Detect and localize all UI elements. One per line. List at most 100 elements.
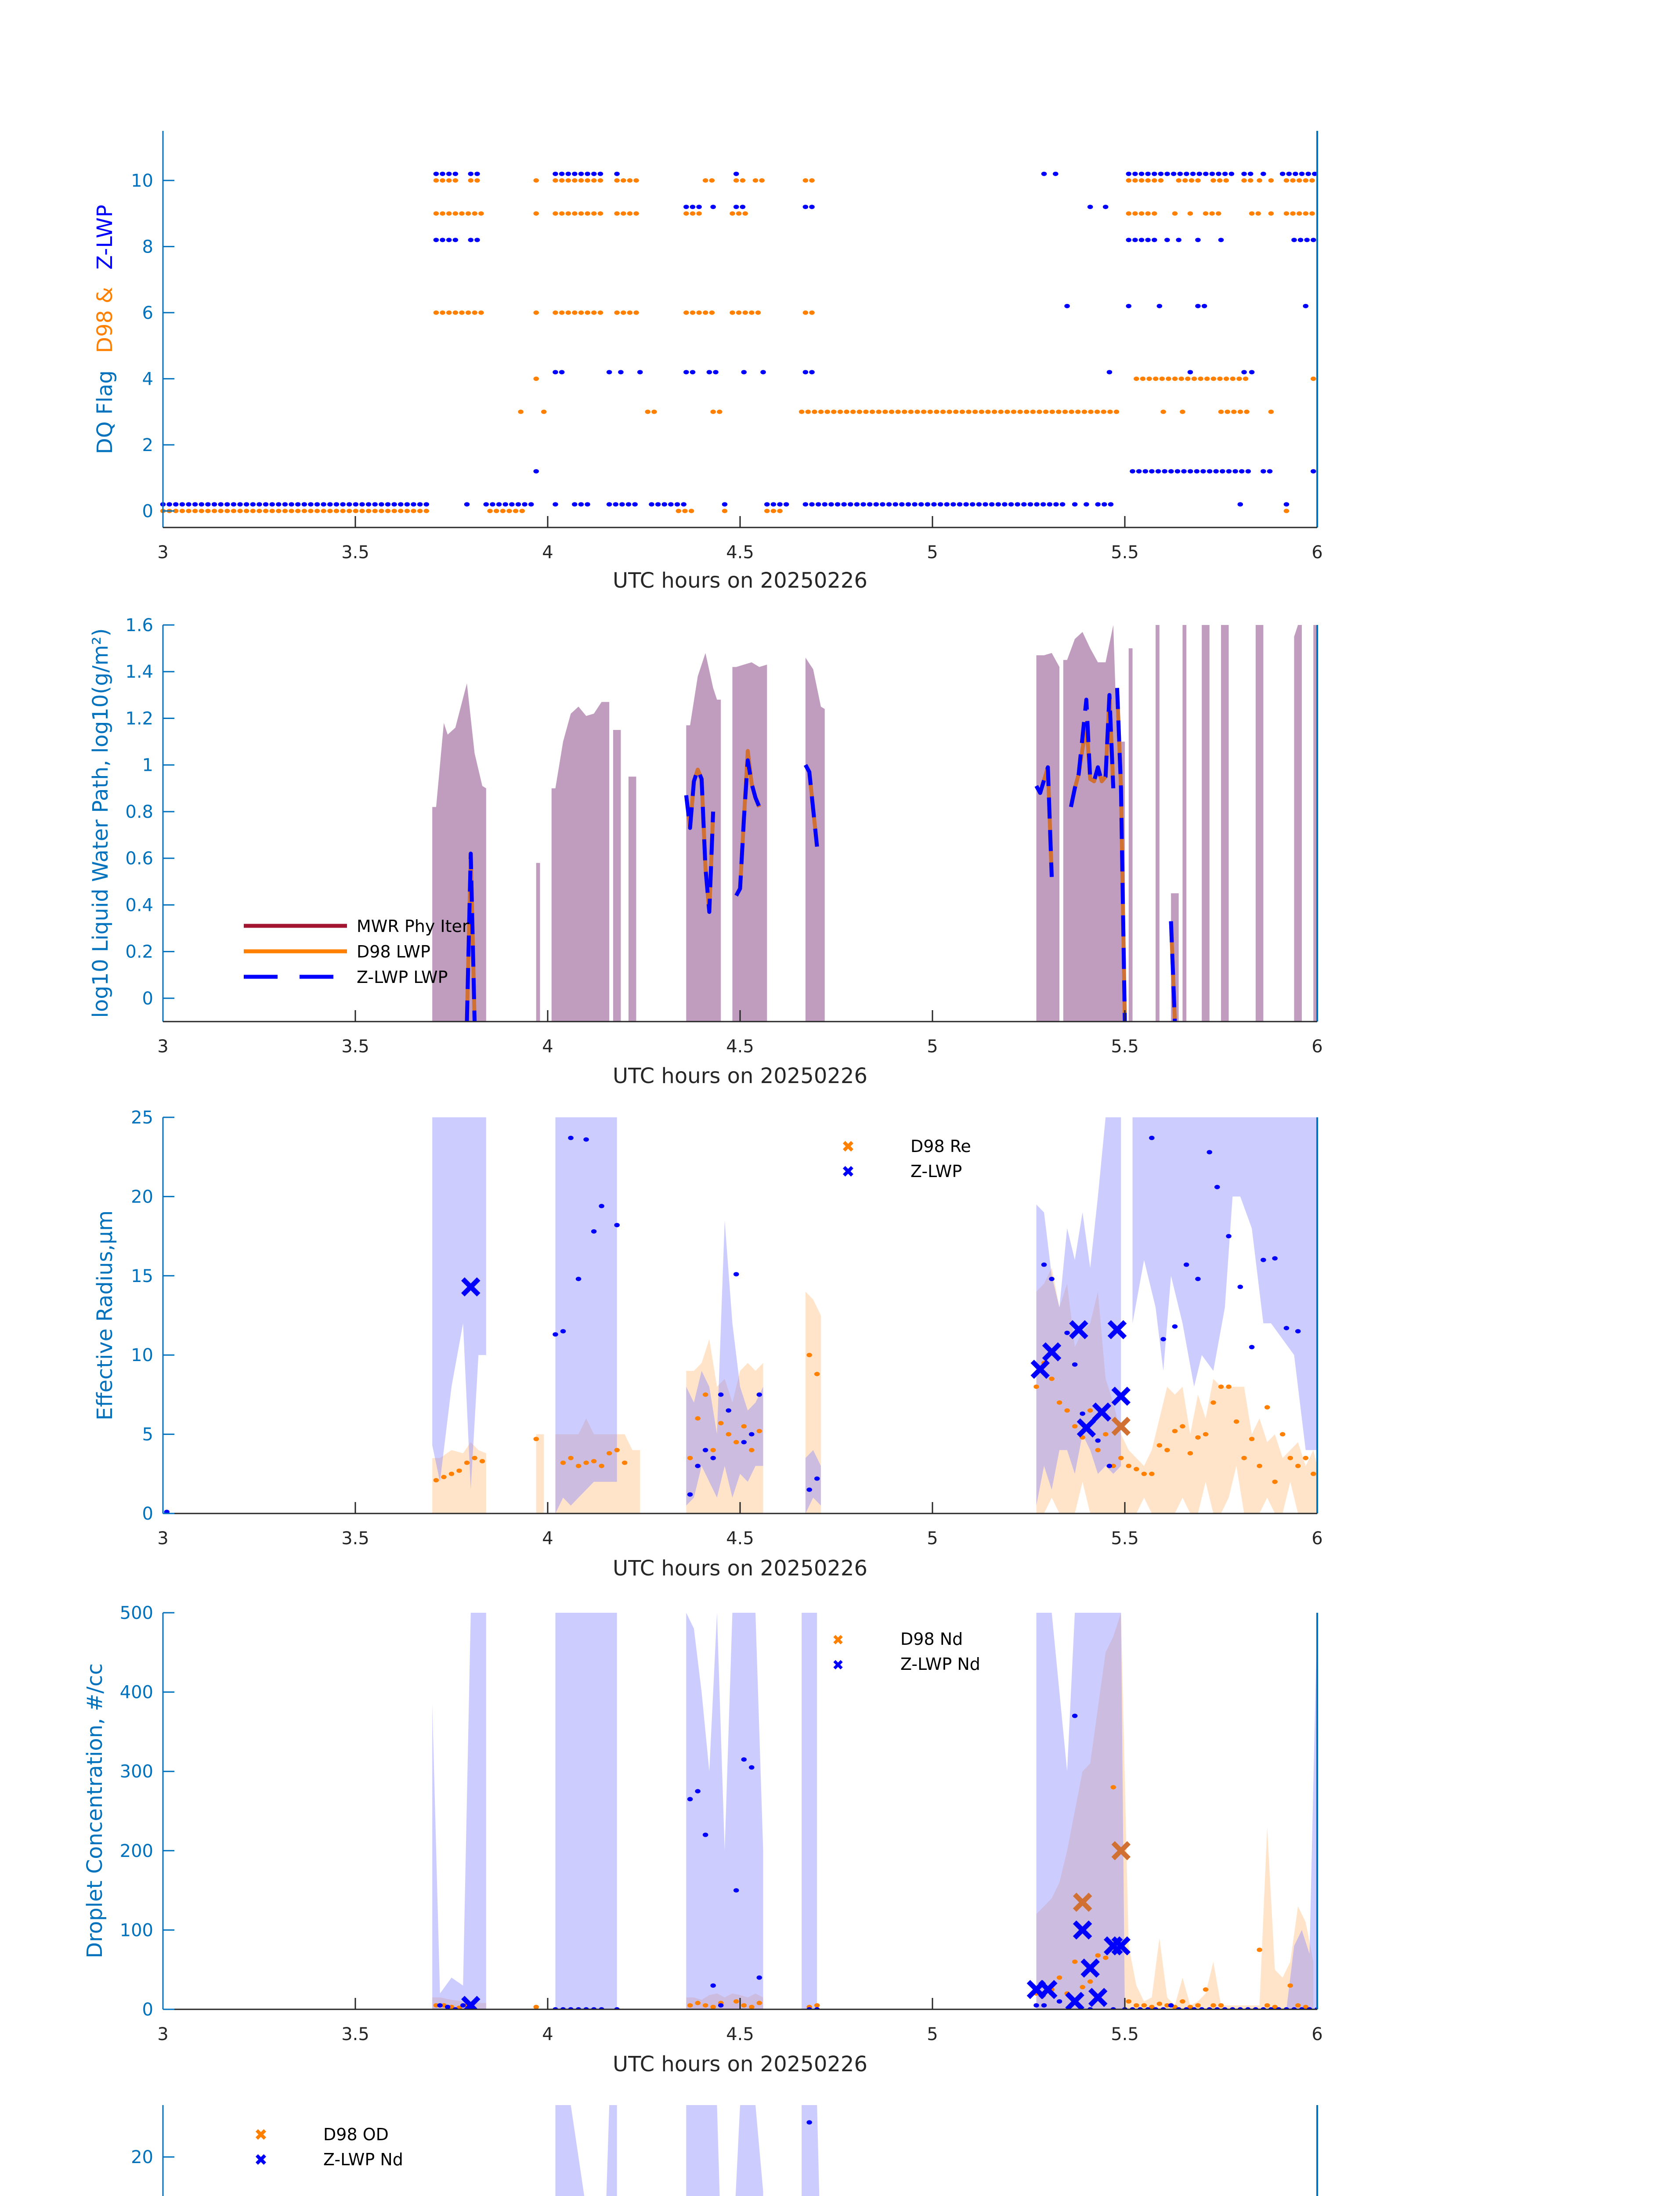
zlwp-flag-point (696, 205, 702, 209)
d98-flag-point (1296, 178, 1302, 183)
zlwp-point (1072, 1713, 1078, 1718)
zlwp-flag-point (1241, 370, 1247, 375)
d98-flag-point (863, 409, 869, 414)
d98-flag-point (914, 409, 920, 414)
x-tick-label: 6 (1311, 1528, 1322, 1549)
d98-flag-point (940, 409, 946, 414)
y-tick-label: 300 (120, 1762, 153, 1782)
points (164, 1135, 1316, 1513)
d98-point (756, 1429, 762, 1434)
zlwp-flag-point (809, 502, 815, 507)
d98-flag-point (1158, 178, 1164, 183)
d98-flag-point (1152, 178, 1157, 183)
d98-flag-point (301, 509, 307, 513)
zlwp-flag-point (490, 502, 495, 507)
legend-label-mwr: MWR Phy Iter (357, 917, 469, 936)
d98-point (702, 1392, 708, 1397)
y-tick-label: 1 (142, 755, 153, 776)
zlwp-flag-point (1177, 171, 1183, 176)
zlwp-cross-marker (1042, 1342, 1062, 1362)
y-tick-label: 400 (120, 1683, 153, 1703)
zlwp-flag-point (841, 502, 847, 507)
d98-flag-point (1204, 376, 1210, 381)
d98-flag-point (1309, 178, 1315, 183)
d98-point (1195, 2003, 1201, 2008)
d98-point (1180, 1424, 1185, 1429)
x-tick-label: 4 (542, 542, 553, 563)
d98-point (1033, 1384, 1039, 1389)
y-tick-label: 20 (131, 1187, 153, 1207)
zlwp-flag-point (346, 502, 352, 507)
d98-flag-point (770, 509, 777, 513)
zlwp-flag-point (1164, 238, 1170, 242)
zlwp-flag-point (1249, 370, 1255, 375)
d98-flag-point (565, 211, 571, 216)
d98-flag-point (295, 509, 301, 513)
zlwp-point (741, 1757, 747, 1762)
mwr-uncertainty-band (536, 863, 540, 1022)
d98-flag-point (1049, 409, 1055, 414)
d98-flag-point (1237, 409, 1243, 414)
y-tick-label: 8 (142, 237, 153, 257)
zlwp-flag-point (860, 502, 866, 507)
zlwp-flag-point (1053, 171, 1059, 176)
d98-flag-point (578, 178, 584, 183)
zlwp-point (741, 1440, 747, 1445)
zlwp-flag-point (1155, 469, 1161, 474)
d98-flag-point (465, 211, 471, 216)
d98-flag-point (696, 310, 702, 315)
d98-point (741, 2003, 747, 2008)
zlwp-flag-point (1087, 205, 1093, 209)
bands (432, 1613, 1317, 2009)
d98-uncertainty-band (805, 1291, 821, 1513)
d98-flag-point (621, 211, 626, 216)
zlwp-flag-point (1142, 469, 1149, 474)
axes: 0 5 10 15 20 25 3 3.5 4 4.5 5 5.5 6 (131, 1108, 1323, 1549)
zlwp-flag-point (873, 502, 879, 507)
d98-flag-point (173, 509, 179, 513)
zlwp-flag-point (1176, 238, 1181, 242)
zlwp-flag-point (1059, 502, 1066, 507)
d98-point (614, 1448, 620, 1452)
zlwp-flag-point (741, 370, 747, 375)
d98-point (1110, 1463, 1116, 1468)
d98-flag-point (1210, 178, 1216, 183)
d98-flag-point (1231, 409, 1237, 414)
panel-lwp: 0 0.2 0.4 0.6 0.8 1 1.2 1.4 1.6 3 3.5 4 4.5 5 5.5 6 log… (88, 615, 1323, 1088)
d98-point (1226, 1384, 1232, 1389)
zlwp-flag-point (683, 370, 689, 375)
d98-point (464, 1460, 470, 1465)
zlwp-flag-point (282, 502, 288, 507)
zlwp-flag-point (533, 469, 539, 474)
d98-flag-point (365, 509, 372, 513)
zlwp-flag-point (559, 370, 565, 375)
d98-point (1134, 1466, 1139, 1471)
y-tick-label: 100 (120, 1920, 153, 1940)
zlwp-flag-point (1203, 171, 1209, 176)
zlwp-lwp-line (1115, 688, 1127, 1022)
x-tick-label: 3.5 (341, 542, 369, 563)
zlwp-flag-point (411, 502, 416, 507)
d98-point (733, 1440, 739, 1445)
x-tick-label: 5 (927, 542, 938, 563)
d98-flag-point (1283, 211, 1290, 216)
d98-flag-point (1303, 178, 1309, 183)
d98-flag-point (1268, 178, 1274, 183)
d98-flag-point (809, 178, 815, 183)
y-tick-label: 0 (142, 989, 153, 1009)
d98-flag-point (533, 310, 539, 315)
d98-flag-point (1069, 409, 1074, 414)
zlwp-flag-point (613, 502, 619, 507)
d98-flag-point (755, 310, 761, 315)
zlwp-flag-point (970, 502, 975, 507)
zlwp-point (806, 1487, 812, 1492)
zlwp-flag-point (565, 171, 571, 176)
x-tick-label: 3 (157, 1037, 168, 1057)
mwr-uncertainty-band (1182, 625, 1187, 1022)
d98-flag-point (1107, 409, 1113, 414)
zlwp-flag-point (983, 502, 988, 507)
zlwp-flag-point (186, 502, 191, 507)
d98-flag-point (1153, 376, 1159, 381)
d98-flag-point (1268, 211, 1274, 216)
